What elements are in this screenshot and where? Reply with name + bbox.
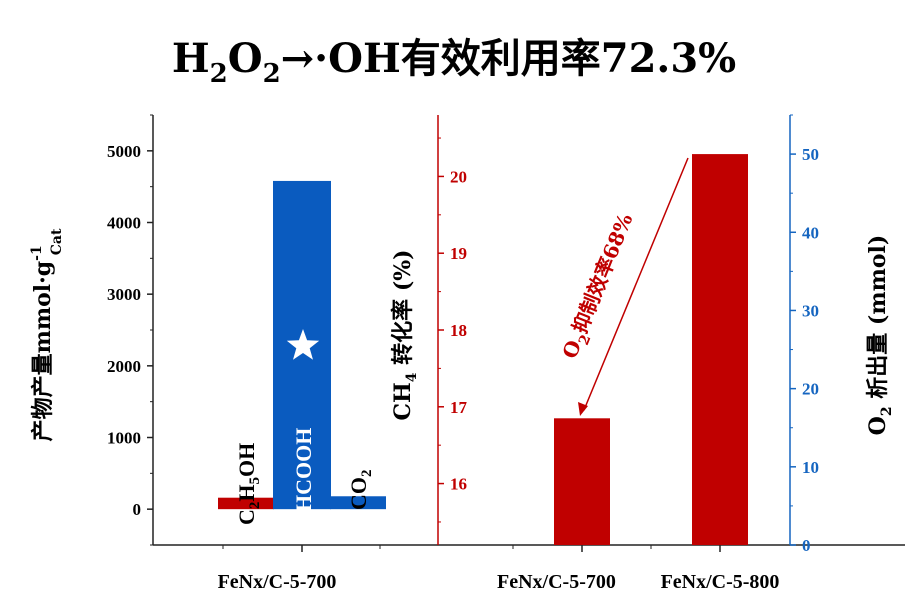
- left-y-tick-label: 5000: [107, 142, 141, 161]
- left-ylabel-main: 产物产量mmol·g: [30, 261, 56, 442]
- title-sub2: 2: [263, 59, 281, 89]
- c2h5oh-part-2: 2: [247, 502, 263, 510]
- right-y-tick-label: 0: [802, 536, 811, 555]
- title-suffix: →·OH有效利用率72.3%: [281, 35, 737, 82]
- star-icon: [286, 329, 320, 360]
- right-y-axis-label: O2 析出量 (mmol): [865, 235, 895, 436]
- bar-label-hcooh: HCOOH: [291, 428, 316, 512]
- left-chart: 0 1000 2000 3000 4000 5000 FeNx/C-5-700: [107, 114, 905, 593]
- annotation-text: O2抑制效率68%: [557, 210, 642, 364]
- right-chart: 16 17 18 19 20 0 10 20 30 40 50 FeNx/C-5-700 FeNx/C-…: [437, 114, 819, 593]
- bar-o2-evolution: [692, 154, 748, 545]
- c2h5oh-part-5: 5: [247, 477, 263, 485]
- right-y-tick-label: 50: [802, 145, 819, 164]
- bar-ch4-conversion: [554, 418, 610, 545]
- left-y-tick-label: 0: [133, 500, 142, 519]
- mid-ylabel-rest: 转化率 (%): [390, 249, 416, 372]
- right-y-tick-label: 30: [802, 301, 819, 320]
- c2h5oh-part-oh: OH: [234, 443, 259, 477]
- left-y-tick-label: 2000: [107, 357, 141, 376]
- right-y-tick-label: 20: [802, 380, 819, 399]
- x-tick-label: FeNx/C-5-700: [218, 571, 337, 593]
- bar-c2h5oh: [218, 497, 274, 510]
- mid-y-tick-label: 19: [450, 244, 467, 263]
- right-ylabel-main: O: [865, 416, 891, 435]
- title-sub1: 2: [210, 59, 228, 89]
- c2h5oh-part-c: C: [234, 509, 259, 525]
- mid-y-axis-label: CH4 转化率 (%): [390, 249, 420, 420]
- left-y-tick-label: 4000: [107, 214, 141, 233]
- mid-y-tick-label: 17: [450, 398, 468, 417]
- x-tick-label: FeNx/C-5-800: [661, 571, 780, 593]
- co2-part-co: CO: [346, 477, 371, 510]
- mid-y-tick-label: 16: [450, 475, 467, 494]
- mid-y-tick-label: 20: [450, 167, 467, 186]
- o2-annotation: O2抑制效率68%: [557, 157, 689, 416]
- right-ylabel-sub: 2: [879, 406, 895, 416]
- mid-ylabel-main: CH: [390, 382, 416, 420]
- bar-label-co2: CO2: [346, 470, 375, 511]
- right-y-tick-label: 10: [802, 458, 819, 477]
- left-ylabel-sub: Cat: [49, 228, 65, 255]
- left-y-tick-label: 1000: [107, 429, 141, 448]
- left-ylabel-sup: -1: [29, 245, 45, 261]
- right-y-tick-label: 40: [802, 223, 819, 242]
- title-prefix: H: [172, 35, 210, 82]
- mid-ylabel-sub: 4: [404, 372, 420, 382]
- c2h5oh-part-h: H: [234, 484, 259, 501]
- annotation-arrow-head: [578, 402, 588, 416]
- chart-title: H2O2→·OH有效利用率72.3%: [172, 35, 736, 89]
- right-ylabel-rest: 析出量 (mmol): [865, 235, 891, 407]
- title-mid: O: [228, 35, 263, 82]
- annotation-arrow-line: [583, 157, 689, 411]
- bar-label-c2h5oh: C2H5OH: [234, 443, 263, 525]
- anno-part-rest: 抑制效率68%: [568, 210, 638, 337]
- co2-part-2: 2: [359, 470, 375, 478]
- hcooh-part: HCOOH: [291, 428, 316, 512]
- bar-co2: [330, 496, 386, 510]
- x-tick-label: FeNx/C-5-700: [497, 571, 616, 593]
- left-y-axis-label: 产物产量mmol·g-1 Cat: [29, 228, 65, 441]
- mid-y-tick-label: 18: [450, 321, 467, 340]
- left-y-tick-label: 3000: [107, 285, 141, 304]
